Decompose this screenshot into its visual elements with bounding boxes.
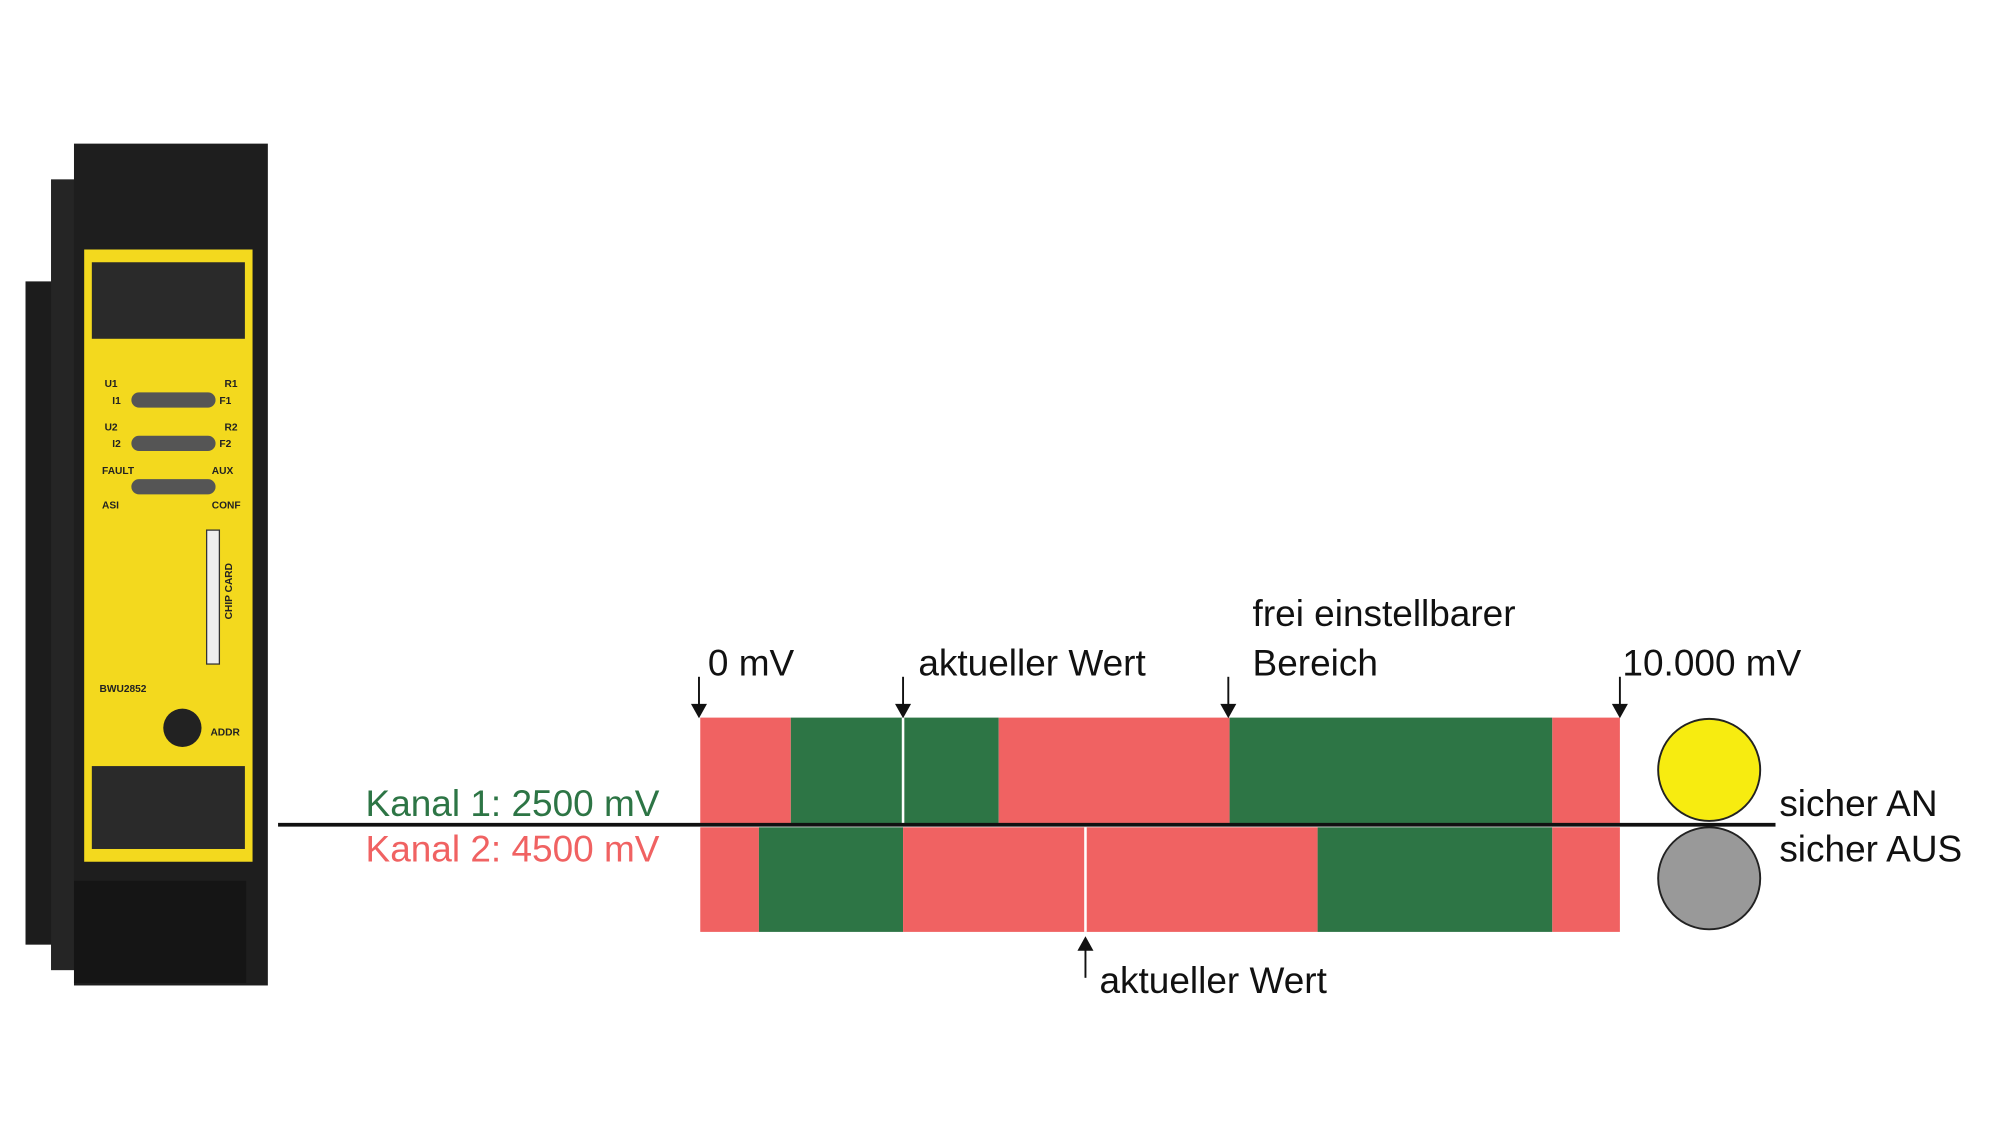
device-led-label: AUX xyxy=(212,466,234,477)
arrows xyxy=(690,676,1628,978)
free-range-label: frei einstellbarer xyxy=(1253,593,1516,634)
current-value-label: aktueller Wert xyxy=(918,643,1145,684)
segment-off xyxy=(700,717,791,824)
device-terminals-top xyxy=(91,262,245,339)
segment-off xyxy=(700,827,759,932)
device-led-label: FAULT xyxy=(102,466,135,477)
device-led-label: I2 xyxy=(112,439,121,450)
segment-on xyxy=(1317,827,1553,932)
device-led-label: ASI xyxy=(102,500,119,511)
device-led xyxy=(131,479,216,495)
device-chip-card: CHIP CARD xyxy=(224,563,235,619)
device-led xyxy=(131,435,216,452)
free-range-label: Bereich xyxy=(1253,643,1378,684)
device-base xyxy=(73,880,247,983)
segment-off xyxy=(1552,827,1620,932)
lamp-off xyxy=(1657,826,1762,931)
arrow-head xyxy=(1077,936,1094,951)
state-on-label: sicher AN xyxy=(1779,783,1937,824)
device-led xyxy=(131,392,216,408)
device-led-label: U2 xyxy=(105,423,118,434)
segment-off xyxy=(1552,717,1620,824)
segment-on xyxy=(758,827,904,932)
segment-off xyxy=(903,827,1318,932)
state-off-label: sicher AUS xyxy=(1779,829,1962,870)
device-panel xyxy=(84,249,253,862)
segment-on xyxy=(790,717,999,824)
channel-2-bar xyxy=(700,827,1620,932)
device-led-label: U1 xyxy=(105,379,118,390)
arrow-head xyxy=(690,703,707,719)
scale-start: 0 mV xyxy=(708,643,795,684)
channel-1-bar xyxy=(700,717,1620,824)
current-value-label: aktueller Wert xyxy=(1099,960,1326,1001)
scale-end: 10.000 mV xyxy=(1622,643,1801,684)
arrow-head xyxy=(895,703,912,719)
device-addr: ADDR xyxy=(210,727,240,738)
arrow-head xyxy=(1220,703,1237,719)
device-led-label: R1 xyxy=(224,379,237,390)
device-led-label: R2 xyxy=(224,423,237,434)
device-led-label: F2 xyxy=(219,439,231,450)
device-terminals-bottom xyxy=(91,766,245,849)
channel-1-label: Kanal 1: 2500 mV xyxy=(366,783,660,824)
segment-on xyxy=(1229,717,1553,824)
device: U1 I1 R1 F1 U2 I2 R2 F2 FAULT AUX ASI CO… xyxy=(25,143,268,986)
segment-off xyxy=(998,717,1230,824)
device-led-label: I1 xyxy=(112,396,121,407)
device-card-slot xyxy=(205,529,221,665)
arrow-head xyxy=(1611,703,1628,719)
device-led-label: CONF xyxy=(212,500,241,511)
lamp-on xyxy=(1657,717,1762,822)
channel-2-label: Kanal 2: 4500 mV xyxy=(366,829,660,870)
device-model: BWU2852 xyxy=(99,684,146,695)
device-led-label: F1 xyxy=(219,396,231,407)
device-knob xyxy=(163,708,202,747)
